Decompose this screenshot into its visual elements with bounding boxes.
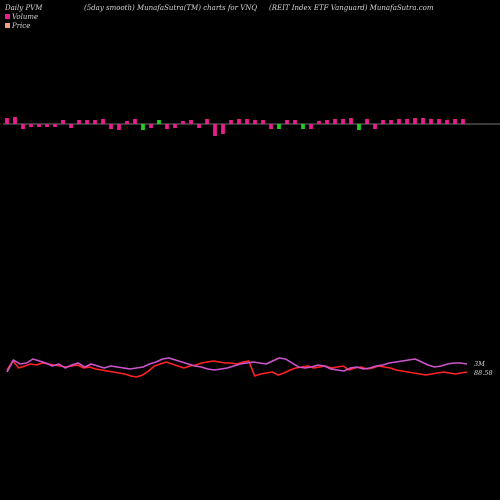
volume-bar [61,120,65,124]
volume-bar [125,121,129,124]
volume-bar [421,118,425,124]
volume-bar [93,120,97,124]
volume-bar [317,121,321,124]
volume-bar [181,121,185,124]
volume-bar [253,120,257,124]
volume-bar [437,119,441,124]
volume-bar [45,124,49,127]
volume-bar [293,120,297,124]
volume-bar [189,120,193,124]
header-title: (5day smooth) MunafaSutra(TM) charts for… [84,4,258,12]
price-lines [6,357,468,378]
volume-bar [133,119,137,124]
header-right: (REIT Index ETF Vanguard) MunafaSutra.co… [269,4,434,12]
volume-bar [413,118,417,124]
volume-bar [461,119,465,124]
volume-bar [389,120,393,124]
volume-bar [285,120,289,124]
legend-price-swatch [5,23,10,28]
volume-bar [85,120,89,124]
volume-bar [69,124,73,128]
volume-bar [229,120,233,124]
volume-bar [157,120,161,124]
legend-volume: Volume [5,13,38,21]
volume-bar [397,119,401,124]
volume-bar [77,120,81,124]
legend-price: Price [5,22,30,30]
volume-bar [53,124,57,127]
volume-bar [341,119,345,124]
volume-bar [261,120,265,124]
volume-bar [149,124,153,128]
volume-bar [277,124,281,129]
volume-bar [197,124,201,128]
volume-bar [245,119,249,124]
volume-bar [453,119,457,124]
volume-bar [21,124,25,129]
volume-bar [349,118,353,124]
volume-bar [5,118,9,124]
volume-bar [213,124,217,136]
volume-bar [309,124,313,129]
volume-bar [165,124,169,129]
legend-price-label: Price [12,22,31,30]
volume-bars [5,117,465,136]
price-line-red [6,360,468,378]
volume-bar [445,120,449,124]
last-volume-label: 3M [474,360,485,368]
volume-bar [221,124,225,134]
volume-bar [109,124,113,129]
volume-bar [357,124,361,130]
volume-bar [269,124,273,129]
volume-bar [101,119,105,124]
volume-bar [141,124,145,130]
volume-bar [173,124,177,128]
price-line-purple [6,357,468,373]
volume-bar [333,119,337,124]
volume-bar [381,120,385,124]
volume-bar [301,124,305,129]
volume-bar [37,124,41,127]
volume-bar [325,120,329,124]
legend-volume-label: Volume [12,13,39,21]
volume-bar [29,124,33,127]
volume-bar [237,119,241,124]
last-price-label: 88.58 [474,369,493,377]
legend-volume-swatch [5,14,10,19]
volume-bar [205,119,209,124]
header-left: Daily PVM [5,4,43,12]
volume-bar [405,119,409,124]
volume-bar [13,117,17,124]
volume-bar [429,119,433,124]
volume-bar [373,124,377,129]
volume-bar [117,124,121,130]
volume-bar [365,119,369,124]
